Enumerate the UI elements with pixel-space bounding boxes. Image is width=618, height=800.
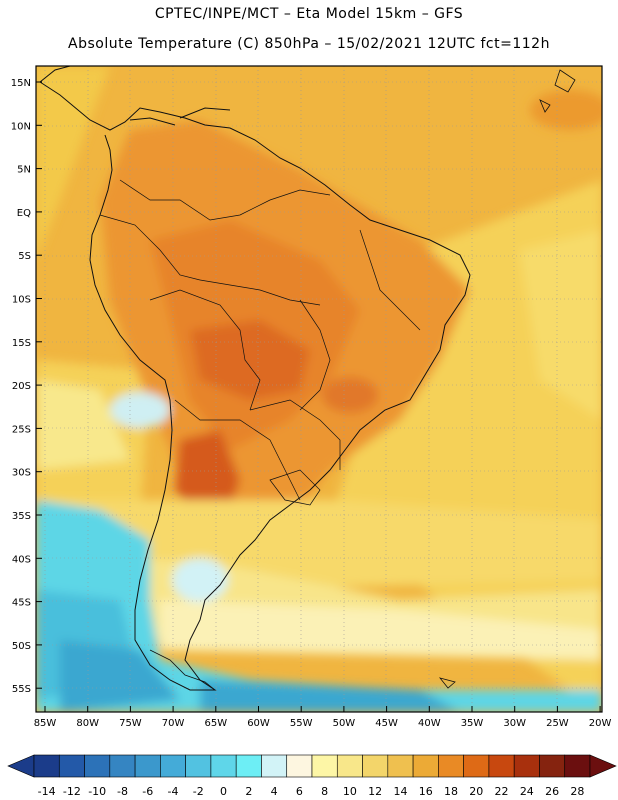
lat-label-45s: 45S xyxy=(12,598,31,609)
lon-label-65w: 65W xyxy=(204,718,227,729)
figure-subtitle: Absolute Temperature (C) 850hPa – 15/02/… xyxy=(68,36,550,52)
colorbar-swatch xyxy=(564,754,591,778)
colorbar-label: -2 xyxy=(193,785,204,798)
colorbar-swatch xyxy=(109,754,136,778)
temperature-field xyxy=(36,66,602,712)
lon-label-55w: 55W xyxy=(290,718,313,729)
colorbar-label: 12 xyxy=(368,785,382,798)
color-bar-labels: -14 -12 -10 -8 -6 -4 -2 0 2 4 6 8 10 12 14 16 18 20 22 24 26… xyxy=(38,785,585,798)
lon-label-80w: 80W xyxy=(76,718,99,729)
lon-label-30w: 30W xyxy=(503,718,526,729)
colorbar-swatch xyxy=(311,754,338,778)
colorbar-label: 0 xyxy=(220,785,227,798)
lon-label-85w: 85W xyxy=(34,718,57,729)
colorbar-label: 4 xyxy=(271,785,278,798)
colorbar-swatch xyxy=(412,754,439,778)
colorbar-label: 8 xyxy=(321,785,328,798)
figure-title: CPTEC/INPE/MCT – Eta Model 15km – GFS xyxy=(154,6,464,22)
colorbar-label: 20 xyxy=(469,785,483,798)
latitude-labels: 15N 10N 5N EQ 5S 10S 15S 20S 25S 30S 35S 40S 45S 50S 5… xyxy=(11,78,42,695)
colorbar-label: 2 xyxy=(245,785,252,798)
lat-label-10s: 10S xyxy=(12,295,31,306)
lat-label-35s: 35S xyxy=(12,511,31,522)
lat-label-15s: 15S xyxy=(12,338,31,349)
country-borders xyxy=(99,179,421,506)
colorbar-swatch xyxy=(134,754,161,778)
colorbar-swatch xyxy=(84,754,111,778)
colorbar-swatch xyxy=(336,754,363,778)
colorbar-max-arrow xyxy=(589,754,617,778)
colorbar-swatch xyxy=(513,754,540,778)
colorbar-label: 28 xyxy=(570,785,584,798)
colorbar-label: 26 xyxy=(545,785,559,798)
colorbar-label: 22 xyxy=(495,785,509,798)
lat-label-5s: 5S xyxy=(18,251,31,262)
colorbar-swatch xyxy=(286,754,313,778)
lon-label-75w: 75W xyxy=(119,718,142,729)
colorbar-swatch xyxy=(463,754,490,778)
colorbar-label: -6 xyxy=(142,785,153,798)
colorbar-label: -8 xyxy=(117,785,128,798)
lat-label-30s: 30S xyxy=(12,468,31,479)
colorbar-label: -4 xyxy=(168,785,179,798)
colorbar-label: -14 xyxy=(38,785,56,798)
coastline xyxy=(39,66,471,691)
lat-label-15n: 15N xyxy=(11,78,31,89)
longitude-labels: 85W 80W 75W 70W 65W 60W 55W 50W 45W 40W 35W 30W 25W 2… xyxy=(34,706,612,729)
lon-label-20w: 20W xyxy=(589,718,612,729)
lat-label-5n: 5N xyxy=(17,165,31,176)
colorbar-label: 18 xyxy=(444,785,458,798)
lat-label-20s: 20S xyxy=(12,381,31,392)
colorbar-label: 10 xyxy=(343,785,357,798)
colorbar-swatch xyxy=(539,754,566,778)
map-frame xyxy=(35,65,603,713)
colorbar-swatch xyxy=(58,754,85,778)
color-bar xyxy=(7,754,617,778)
colorbar-swatch xyxy=(438,754,464,778)
colorbar-swatch xyxy=(160,754,186,778)
lat-label-40s: 40S xyxy=(12,554,31,565)
lon-label-60w: 60W xyxy=(247,718,270,729)
lat-label-10n: 10N xyxy=(11,121,31,132)
lat-label-eq: EQ xyxy=(17,208,31,219)
lon-label-40w: 40W xyxy=(418,718,441,729)
colorbar-swatch xyxy=(488,754,515,778)
colorbar-label: 24 xyxy=(520,785,534,798)
colorbar-label: 6 xyxy=(296,785,303,798)
lon-label-35w: 35W xyxy=(461,718,484,729)
colorbar-swatch xyxy=(362,754,389,778)
lat-label-50s: 50S xyxy=(12,641,31,652)
colorbar-swatch xyxy=(235,754,262,778)
colorbar-label: 14 xyxy=(393,785,407,798)
colorbar-label: 16 xyxy=(419,785,433,798)
lon-label-25w: 25W xyxy=(546,718,569,729)
colorbar-swatch xyxy=(261,754,288,778)
colorbar-min-arrow xyxy=(7,754,35,778)
lon-label-50w: 50W xyxy=(333,718,356,729)
lat-label-55s: 55S xyxy=(12,684,31,695)
lon-label-45w: 45W xyxy=(375,718,398,729)
colorbar-swatch xyxy=(33,754,60,778)
lat-label-25s: 25S xyxy=(12,424,31,435)
colorbar-swatch xyxy=(185,754,212,778)
lon-label-70w: 70W xyxy=(162,718,185,729)
colorbar-label: -10 xyxy=(88,785,106,798)
colorbar-swatch xyxy=(387,754,414,778)
colorbar-label: -12 xyxy=(63,785,81,798)
colorbar-swatch xyxy=(210,754,237,778)
